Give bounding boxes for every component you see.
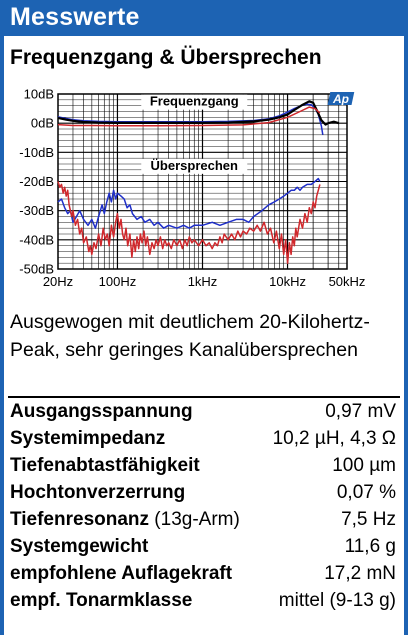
- x-tick-label: 50kHz: [329, 274, 366, 289]
- x-tick-label: 1kHz: [188, 274, 218, 289]
- header-title: Messwerte: [10, 3, 140, 31]
- spec-label: Hochtonverzerrung: [10, 482, 185, 504]
- series-line-4: [57, 181, 321, 264]
- spec-label-text: empf. Tonarmklasse: [10, 590, 193, 611]
- spec-label-text: Systemgewicht: [10, 536, 149, 557]
- ap-logo: Ap: [327, 92, 355, 106]
- y-tick-label: -20dB: [19, 174, 54, 189]
- y-tick-label: -40dB: [19, 232, 54, 247]
- spec-label: Tiefenresonanz (13g-Arm): [10, 509, 240, 531]
- chart-annotation: Frequenzgang: [150, 94, 239, 109]
- y-tick-label: 10dB: [24, 87, 54, 102]
- spec-label: empf. Tonarmklasse: [10, 590, 192, 612]
- spec-label: Tiefenabtastfähigkeit: [10, 455, 200, 477]
- spec-row: Tiefenabtastfähigkeit 100 µm: [10, 455, 396, 482]
- spec-label-text: Systemimpedanz: [10, 428, 166, 449]
- spec-row: empf. Tonarmklasse mittel (9-13 g): [10, 590, 396, 617]
- spec-label-text: Hochtonverzerrung: [10, 482, 186, 503]
- spec-value: 0,07 %: [336, 482, 396, 503]
- spec-value: 10,2 µH, 4,3 Ω: [272, 428, 396, 449]
- series-line-3: [57, 177, 321, 229]
- y-tick-label: -10dB: [19, 145, 54, 160]
- chart-title: Frequenzgang & Übersprechen: [10, 46, 322, 69]
- header-bar: Messwerte: [4, 0, 404, 36]
- y-tick-label: 0dB: [31, 116, 54, 131]
- spec-value: 11,6 g: [344, 536, 396, 557]
- spec-row: Hochtonverzerrung 0,07 %: [10, 482, 396, 509]
- spec-row: Tiefenresonanz (13g-Arm) 7,5 Hz: [10, 509, 396, 536]
- spec-row: Systemgewicht 11,6 g: [10, 536, 396, 563]
- series-line-1: [57, 100, 340, 126]
- spec-label: empfohlene Auflagekraft: [10, 563, 232, 585]
- spec-label: Systemgewicht: [10, 536, 148, 558]
- chart-annotation: Übersprechen: [151, 158, 238, 173]
- spec-row: Systemimpedanz 10,2 µH, 4,3 Ω: [10, 428, 396, 455]
- spec-row: empfohlene Auflagekraft 17,2 mN: [10, 563, 396, 590]
- y-tick-label: -30dB: [19, 203, 54, 218]
- specs-table: Ausgangsspannung 0,97 mV Systemimpedanz 10,…: [10, 401, 396, 617]
- spec-label-text: Ausgangsspannung: [10, 401, 193, 422]
- spec-row: Ausgangsspannung 0,97 mV: [10, 401, 396, 428]
- annotation-bg: [141, 158, 248, 174]
- annotation-bg: [141, 94, 248, 110]
- description-text: Ausgewogen mit deutlichem 20-Kilohertz-P…: [10, 311, 370, 361]
- spec-value: 0,97 mV: [325, 401, 396, 422]
- spec-label: Ausgangsspannung: [10, 401, 193, 423]
- x-tick-label: 10kHz: [269, 274, 306, 289]
- spec-label-text: Tiefenabtastfähigkeit: [10, 455, 200, 476]
- spec-label-text: Tiefenresonanz: [10, 509, 150, 530]
- chart-series: [57, 100, 340, 264]
- x-tick-label: 20Hz: [43, 274, 73, 289]
- spec-value: mittel (9-13 g): [278, 590, 396, 611]
- y-tick-label: -50dB: [19, 262, 54, 277]
- divider: [8, 396, 400, 398]
- spec-label: Systemimpedanz: [10, 428, 165, 450]
- x-tick-label: 100Hz: [99, 274, 137, 289]
- spec-note: (13g-Arm): [149, 509, 240, 530]
- spec-label-text: empfohlene Auflagekraft: [10, 563, 233, 584]
- spec-value: 100 µm: [332, 455, 396, 476]
- svg-text:Ap: Ap: [332, 92, 349, 106]
- spec-value: 17,2 mN: [324, 563, 396, 584]
- series-line-2: [57, 106, 321, 127]
- spec-value: 7,5 Hz: [341, 509, 396, 530]
